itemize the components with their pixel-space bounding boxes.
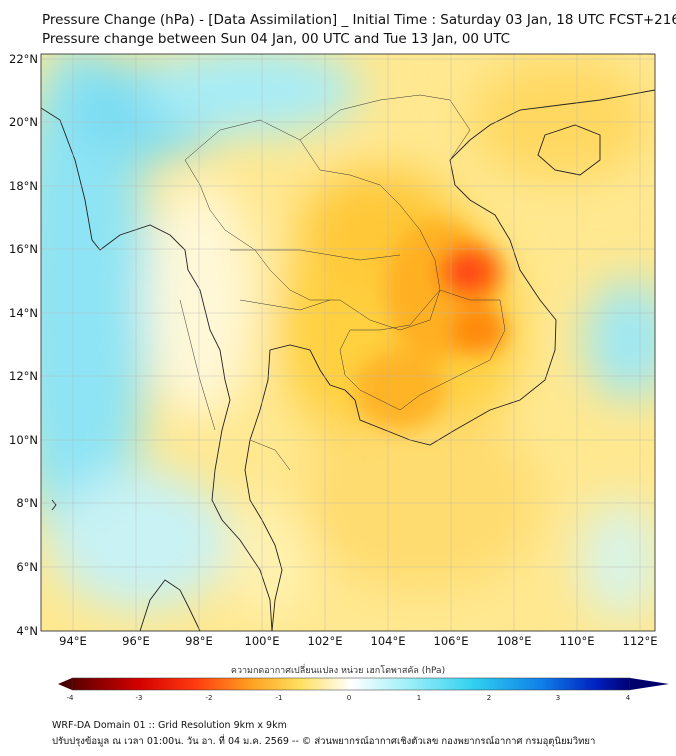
colorbar-tick: 1: [417, 694, 421, 702]
pressure-field: [41, 54, 655, 631]
colorbar-tick: -3: [136, 694, 143, 702]
lat-tick-label: 8°N: [16, 496, 38, 510]
colorbar-bar: [71, 677, 631, 691]
lat-tick-label: 18°N: [9, 179, 38, 193]
lat-tick-label: 22°N: [9, 52, 38, 66]
lat-tick-label: 10°N: [9, 433, 38, 447]
lon-tick-label: 96°E: [122, 634, 150, 648]
secondary-low: [450, 306, 506, 354]
colorbar-tick: -1: [276, 694, 283, 702]
chart-title: Pressure Change (hPa) - [Data Assimilati…: [42, 12, 676, 28]
pressure-low-center: [452, 258, 484, 286]
lon-tick-label: 104°E: [371, 634, 406, 648]
lon-tick-label: 98°E: [185, 634, 213, 648]
admin-borders: [179, 94, 506, 471]
chart-subtitle: Pressure change between Sun 04 Jan, 00 U…: [42, 31, 511, 47]
colorbar-tick: -2: [206, 694, 213, 702]
colorbar-label: ความกดอากาศเปลี่ยนแปลง หน่วย เฮกโตพาสคัล…: [230, 666, 446, 676]
footer-model-info: WRF-DA Domain 01 :: Grid Resolution 9km …: [52, 720, 287, 731]
lat-tick-label: 6°N: [16, 560, 38, 574]
lat-tick-label: 4°N: [16, 624, 38, 638]
colorbar-max-arrow: [630, 678, 669, 690]
colorbar-tick: 4: [626, 694, 631, 702]
lon-tick-label: 102°E: [308, 634, 343, 648]
colorbar-tick: 3: [556, 694, 560, 702]
lat-tick-label: 20°N: [9, 115, 38, 129]
colorbar-tick: -4: [67, 694, 75, 702]
colorbar-tick: 0: [347, 694, 351, 702]
map-frame: [40, 53, 656, 632]
lat-tick-label: 14°N: [9, 306, 38, 320]
colorbar-min-arrow: [58, 678, 72, 690]
lon-tick-label: 94°E: [59, 634, 87, 648]
lon-tick-label: 108°E: [497, 634, 532, 648]
lat-tick-label: 12°N: [9, 369, 38, 383]
colorbar-tick: 2: [487, 694, 491, 702]
colorbar: [58, 677, 669, 691]
footer-credit: ปรับปรุงข้อมูล ณ เวลา 01:00น. วัน อา. ที…: [52, 736, 596, 747]
lat-tick-label: 16°N: [9, 242, 38, 256]
lon-tick-label: 112°E: [623, 634, 658, 648]
coastlines: [41, 89, 655, 631]
lon-tick-label: 106°E: [434, 634, 469, 648]
lon-tick-label: 100°E: [245, 634, 280, 648]
lon-tick-label: 110°E: [560, 634, 595, 648]
